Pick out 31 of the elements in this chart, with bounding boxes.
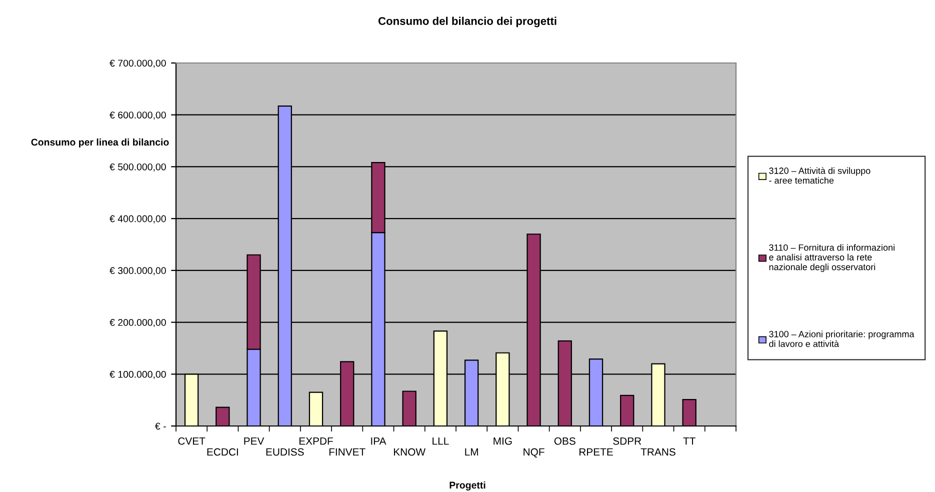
y-tick-label: € - [155,422,166,430]
legend-label: 3110 – Fornitura di informazioni e analisi attraverso la rete nazionale degli osservatori [769,244,894,272]
x-tick-label: NQF [524,448,544,458]
x-tick-label: TT [683,437,696,445]
x-tick-label: CVET [178,437,206,445]
y-tick-label: € 600.000,00 [110,112,166,120]
chart-title: Consumo del bilancio dei progetti [378,16,556,28]
y-tick-label: € 300.000,00 [110,267,166,276]
y-tick-label: € 500.000,00 [110,163,166,172]
x-tick-label: RPETE [579,448,613,456]
legend-label: 3120 – Attività di sviluppo - aree tematiche [769,167,870,184]
y-tick-label: € 700.000,00 [110,60,166,68]
x-tick-label: MIG [494,437,512,445]
x-tick-label: LM [465,448,478,456]
x-tick-label: TRANS [640,448,676,456]
y-tick-label: € 400.000,00 [110,215,166,224]
x-tick-label: FINVET [329,448,366,456]
x-tick-label: PEV [244,437,264,445]
x-tick-label: ECDCI [207,448,238,456]
x-tick-label: EUDISS [266,448,304,456]
x-tick-label: EXPDF [299,437,333,445]
x-tick-label: SDPR [613,437,642,445]
x-tick-label: OBS [554,437,576,445]
y-tick-label: € 100.000,00 [110,370,166,379]
x-tick-label: KNOW [394,448,426,456]
legend-label: 3100 – Azioni prioritarie: programma di lavoro e attività [769,330,914,348]
y-axis-title: Consumo per linea di bilancio [31,138,169,148]
x-tick-label: IPA [371,437,386,445]
y-tick-label: € 200.000,00 [110,319,166,328]
x-tick-label: LLL [432,437,449,445]
x-axis-title: Progetti [450,481,486,491]
